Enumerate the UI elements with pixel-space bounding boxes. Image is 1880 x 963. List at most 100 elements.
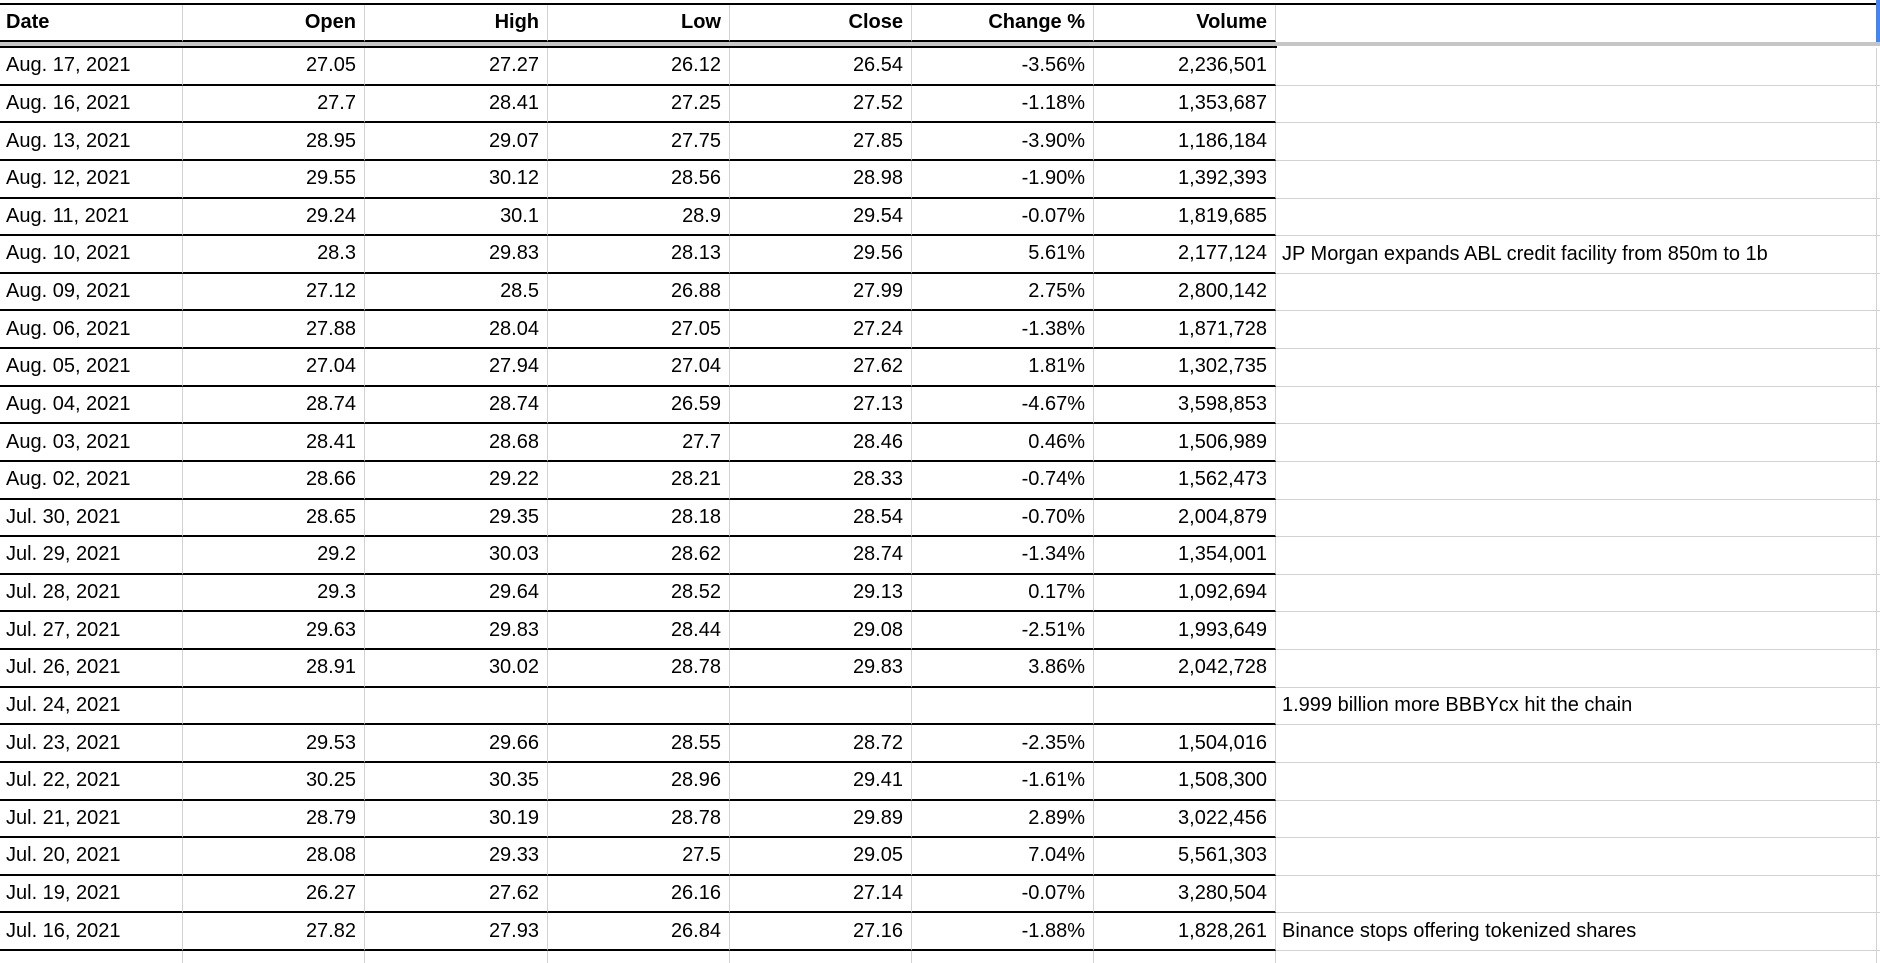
cell-close[interactable] xyxy=(730,687,912,726)
cell-date[interactable]: Aug. 05, 2021 xyxy=(0,349,183,387)
cell-date[interactable]: Aug. 06, 2021 xyxy=(0,311,183,349)
column-header-notes-empty[interactable] xyxy=(1276,5,1877,42)
cell-open[interactable]: 28.91 xyxy=(183,650,365,688)
cell-note[interactable]: JP Morgan expands ABL credit facility fr… xyxy=(1276,236,1877,274)
cell-open[interactable]: 28.66 xyxy=(183,461,365,500)
cell-close[interactable]: 28.46 xyxy=(730,424,912,462)
cell-change[interactable]: 5.61% xyxy=(912,236,1094,274)
column-header-volume[interactable]: Volume xyxy=(1094,5,1276,42)
cell-date[interactable]: Aug. 04, 2021 xyxy=(0,386,183,425)
cell-change[interactable]: -2.35% xyxy=(912,725,1094,763)
cell-high[interactable]: 29.83 xyxy=(365,236,548,274)
cell-note[interactable] xyxy=(1276,800,1877,839)
cell-close[interactable]: 27.13 xyxy=(730,386,912,425)
column-header-close[interactable]: Close xyxy=(730,5,912,42)
cell-note[interactable] xyxy=(1276,762,1877,801)
cell-change[interactable]: 3.86% xyxy=(912,650,1094,688)
cell-change[interactable]: -1.61% xyxy=(912,762,1094,801)
cell-open[interactable]: 29.3 xyxy=(183,574,365,613)
cell-change[interactable]: -1.18% xyxy=(912,85,1094,124)
cell-change[interactable]: -1.90% xyxy=(912,160,1094,199)
cell-change[interactable]: -0.70% xyxy=(912,499,1094,538)
cell-high[interactable]: 29.07 xyxy=(365,123,548,161)
cell-close[interactable]: 27.62 xyxy=(730,349,912,387)
cell-note[interactable]: 1.999 billion more BBBYcx hit the chain xyxy=(1276,687,1877,726)
cell-low[interactable]: 27.7 xyxy=(548,424,730,462)
cell-low[interactable]: 27.75 xyxy=(548,123,730,161)
cell-close[interactable]: 27.52 xyxy=(730,85,912,124)
cell-date[interactable]: Aug. 11, 2021 xyxy=(0,198,183,237)
cell-volume[interactable]: 1,186,184 xyxy=(1094,123,1276,161)
cell-low[interactable]: 28.56 xyxy=(548,160,730,199)
cell-date[interactable]: Jul. 28, 2021 xyxy=(0,574,183,613)
cell-note[interactable] xyxy=(1276,650,1877,688)
cell-low[interactable]: 28.44 xyxy=(548,612,730,650)
cell-note[interactable] xyxy=(1276,273,1877,312)
cell-open[interactable]: 28.65 xyxy=(183,499,365,538)
cell-date[interactable]: Aug. 10, 2021 xyxy=(0,236,183,274)
cell-high[interactable]: 28.41 xyxy=(365,85,548,124)
cell-high[interactable]: 27.93 xyxy=(365,913,548,951)
cell-volume[interactable]: 1,353,687 xyxy=(1094,85,1276,124)
cell-open[interactable]: 27.04 xyxy=(183,349,365,387)
cell-open[interactable]: 27.88 xyxy=(183,311,365,349)
column-header-open[interactable]: Open xyxy=(183,5,365,42)
cell-open[interactable]: 29.55 xyxy=(183,160,365,199)
cell-change[interactable]: -0.07% xyxy=(912,875,1094,914)
cell-close[interactable]: 28.33 xyxy=(730,461,912,500)
cell-volume[interactable]: 2,004,879 xyxy=(1094,499,1276,538)
cell-volume[interactable]: 2,236,501 xyxy=(1094,48,1276,86)
cell-high[interactable]: 27.94 xyxy=(365,349,548,387)
cell-open[interactable]: 27.05 xyxy=(183,48,365,86)
cell-open[interactable]: 27.82 xyxy=(183,913,365,951)
cell-high[interactable]: 30.1 xyxy=(365,198,548,237)
cell-open[interactable] xyxy=(183,687,365,726)
cell-change[interactable]: 2.89% xyxy=(912,800,1094,839)
cell-date[interactable]: Jul. 21, 2021 xyxy=(0,800,183,839)
cell-open[interactable]: 28.08 xyxy=(183,838,365,876)
cell-low[interactable]: 27.04 xyxy=(548,349,730,387)
cell-change[interactable]: -2.51% xyxy=(912,612,1094,650)
cell-low[interactable]: 27.25 xyxy=(548,85,730,124)
cell-open[interactable]: 28.95 xyxy=(183,123,365,161)
cell-open[interactable]: 29.53 xyxy=(183,725,365,763)
cell-close[interactable]: 29.54 xyxy=(730,198,912,237)
cell-high[interactable]: 29.83 xyxy=(365,612,548,650)
cell-date[interactable]: Jul. 23, 2021 xyxy=(0,725,183,763)
cell-low[interactable]: 27.5 xyxy=(548,838,730,876)
cell-volume[interactable]: 1,354,001 xyxy=(1094,537,1276,575)
cell-date[interactable]: Aug. 09, 2021 xyxy=(0,273,183,312)
cell-high[interactable]: 29.35 xyxy=(365,499,548,538)
cell-change[interactable]: -1.34% xyxy=(912,537,1094,575)
cell-high[interactable]: 29.64 xyxy=(365,574,548,613)
cell-low[interactable]: 28.96 xyxy=(548,762,730,801)
cell-open[interactable]: 28.74 xyxy=(183,386,365,425)
cell-close[interactable]: 26.54 xyxy=(730,48,912,86)
cell-volume[interactable]: 2,800,142 xyxy=(1094,273,1276,312)
cell-close[interactable]: 29.41 xyxy=(730,762,912,801)
cell-low[interactable]: 27.05 xyxy=(548,311,730,349)
cell-close[interactable]: 29.05 xyxy=(730,838,912,876)
column-header-change[interactable]: Change % xyxy=(912,5,1094,42)
cell-high[interactable]: 29.22 xyxy=(365,461,548,500)
cell-low[interactable]: 28.55 xyxy=(548,725,730,763)
cell-close[interactable]: 29.13 xyxy=(730,574,912,613)
cell-date[interactable]: Aug. 17, 2021 xyxy=(0,48,183,86)
cell-note[interactable] xyxy=(1276,386,1877,425)
cell-close[interactable]: 28.54 xyxy=(730,499,912,538)
cell-close[interactable]: 29.89 xyxy=(730,800,912,839)
cell-volume[interactable]: 1,504,016 xyxy=(1094,725,1276,763)
cell-low[interactable] xyxy=(548,687,730,726)
cell-volume[interactable]: 2,177,124 xyxy=(1094,236,1276,274)
cell-low[interactable]: 28.62 xyxy=(548,537,730,575)
cell-change[interactable]: 0.17% xyxy=(912,574,1094,613)
cell-note[interactable] xyxy=(1276,311,1877,349)
cell-change[interactable]: 1.81% xyxy=(912,349,1094,387)
cell-high[interactable]: 28.68 xyxy=(365,424,548,462)
cell-note[interactable] xyxy=(1276,499,1877,538)
cell-low[interactable]: 26.12 xyxy=(548,48,730,86)
cell-low[interactable]: 28.9 xyxy=(548,198,730,237)
cell-open[interactable]: 26.27 xyxy=(183,875,365,914)
cell-date[interactable]: Jul. 20, 2021 xyxy=(0,838,183,876)
cell-low[interactable]: 28.18 xyxy=(548,499,730,538)
